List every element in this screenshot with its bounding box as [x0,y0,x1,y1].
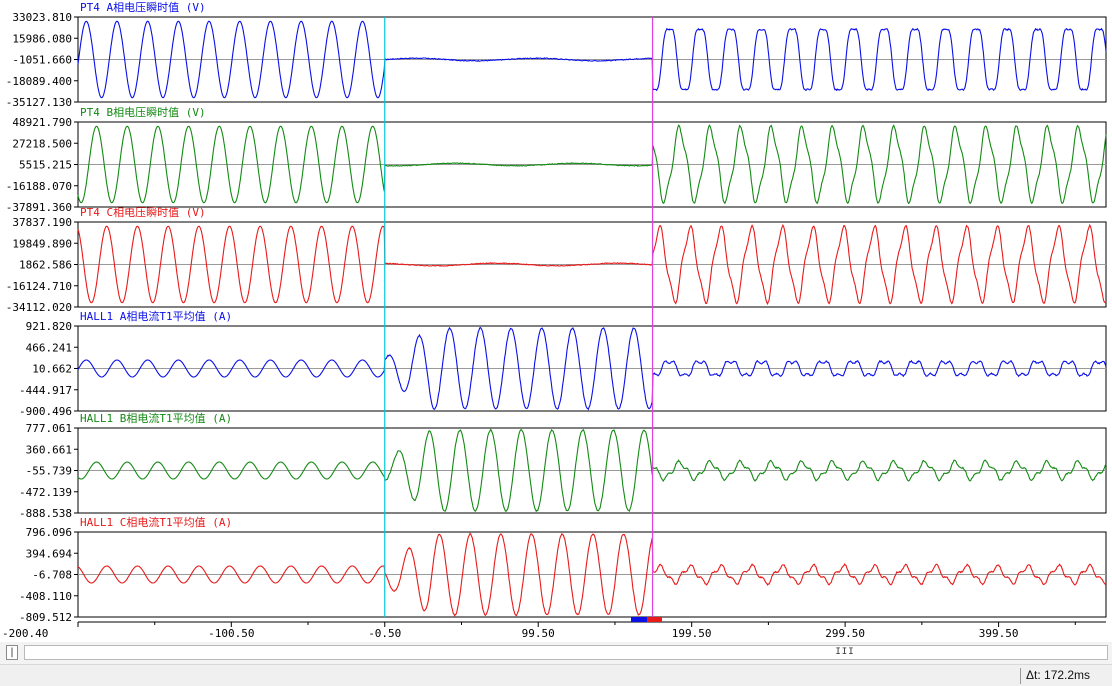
panel-4-ytick-label-2: 466.241 [26,341,72,354]
scroll-left-button[interactable]: | [6,645,18,660]
x-tick-label-6: 299.50 [825,627,865,640]
x-tick-label-3: -0.50 [368,627,401,640]
panel-2-ytick-label-4: -16188.070 [6,180,72,193]
panel-4-ytick-label-3: 10.662 [32,363,72,376]
panel-title-1: PT4 A相电压瞬时值 (V) [80,1,206,14]
panel-6-ytick-label-1: 796.096 [26,526,72,539]
panel-1-ytick-label-3: -1051.660 [12,54,72,67]
series-line-6 [77,532,1107,617]
panel-6-ytick-label-2: 394.694 [26,547,73,560]
panel-6-ytick-label-3: -6.708 [32,569,72,582]
x-tick-label-5: 199.50 [672,627,712,640]
panel-title-2: PT4 B相电压瞬时值 (V) [80,106,206,119]
series-line-1 [77,20,1107,99]
panel-title-3: PT4 C相电压瞬时值 (V) [80,206,206,219]
panel-1-ytick-label-4: -18089.400 [6,75,72,88]
series-line-3 [77,223,1107,306]
horizontal-scrollbar[interactable]: | III [0,642,1112,664]
panel-2-ytick-label-5: -37891.360 [6,201,72,214]
panel-6-ytick-label-5: -809.512 [19,611,72,624]
delta-t-readout: Δt: 172.2ms [1026,668,1091,682]
panel-title-5: HALL1 B相电流T1平均值 (A) [80,411,232,425]
status-separator [1020,668,1021,684]
scroll-thumb[interactable]: III [835,647,855,657]
panel-3-ytick-label-4: -16124.710 [6,280,72,293]
selection-marker-blue [631,617,647,622]
panel-1-ytick-label-1: 33023.810 [12,11,72,24]
panel-1-ytick-label-5: -35127.130 [6,96,72,109]
panel-3-ytick-label-3: 1862.586 [19,259,72,272]
panel-2-ytick-label-2: 27218.500 [12,137,72,150]
panel-5-ytick-label-3: -55.739 [26,465,72,478]
status-bar: Δt: 172.2ms [0,664,1112,686]
panel-3-ytick-label-5: -34112.020 [6,301,72,314]
waveform-chart: PT4 A相电压瞬时值 (V) 33023.810 15986.080 -1051.6… [2,1,1107,640]
x-tick-label-2: -100.50 [208,627,254,640]
panel-5-ytick-label-4: -472.139 [19,486,72,499]
x-tick-label-7: 399.50 [979,627,1019,640]
panel-5-ytick-label-2: 360.661 [26,443,72,456]
scroll-track[interactable]: III [24,645,1108,660]
series-line-4 [77,326,1107,411]
x-tick-label-4: 99.50 [522,627,555,640]
panel-4-ytick-label-1: 921.820 [26,320,72,333]
panel-3-ytick-label-1: 37837.190 [12,216,72,229]
panel-title-6: HALL1 C相电流T1平均值 (A) [80,515,232,529]
panel-5-ytick-label-5: -888.538 [19,507,72,520]
panel-1-ytick-label-2: 15986.080 [12,32,72,45]
panel-5-ytick-label-1: 777.061 [26,422,72,435]
panel-2-ytick-label-1: 48921.790 [12,116,72,129]
panel-2-ytick-label-3: 5515.215 [19,159,72,172]
selection-marker-red [647,617,662,622]
panel-6-ytick-label-4: -408.110 [19,590,72,603]
panel-title-4: HALL1 A相电流T1平均值 (A) [80,309,232,323]
series-line-2 [77,124,1107,205]
panel-3-ytick-label-2: 19849.890 [12,237,72,250]
panel-4-ytick-label-4: -444.917 [19,384,72,397]
x-tick-label-1: -200.40 [2,627,48,640]
panel-4-ytick-label-5: -900.496 [19,405,72,418]
series-line-5 [77,428,1107,513]
